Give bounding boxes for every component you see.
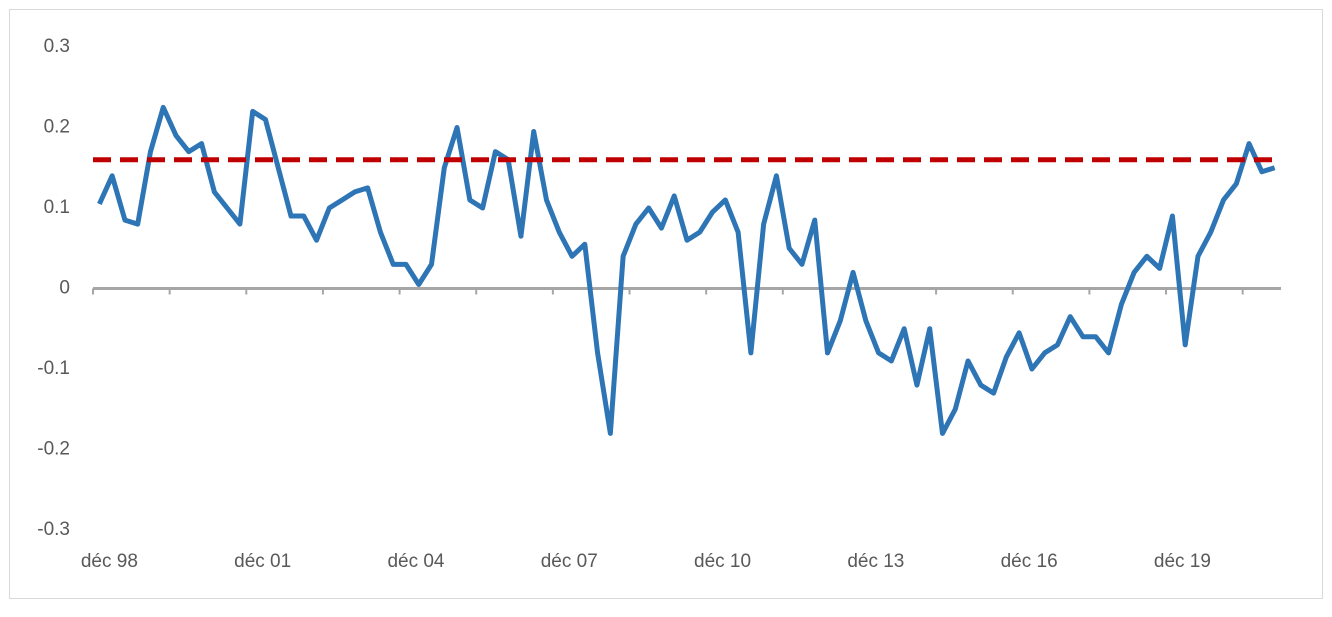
x-tick-label: déc 16 [1001, 551, 1058, 572]
x-tick-label: déc 01 [234, 551, 291, 572]
x-tick-label: déc 07 [541, 551, 598, 572]
x-tick-label: déc 13 [847, 551, 904, 572]
y-tick-label: 0.1 [44, 197, 70, 218]
x-tick-label: déc 98 [81, 551, 138, 572]
chart-frame [9, 9, 1323, 599]
y-tick-label: 0 [59, 278, 70, 299]
y-tick-label: -0.3 [37, 519, 70, 540]
x-tick-label: déc 19 [1154, 551, 1211, 572]
y-tick-label: -0.1 [37, 358, 70, 379]
y-tick-label: 0.2 [44, 117, 70, 138]
y-tick-label: -0.2 [37, 439, 70, 460]
x-tick-label: déc 10 [694, 551, 751, 572]
y-tick-label: 0.3 [44, 36, 70, 57]
data-line [97, 104, 1276, 436]
x-tick-label: déc 04 [387, 551, 444, 572]
